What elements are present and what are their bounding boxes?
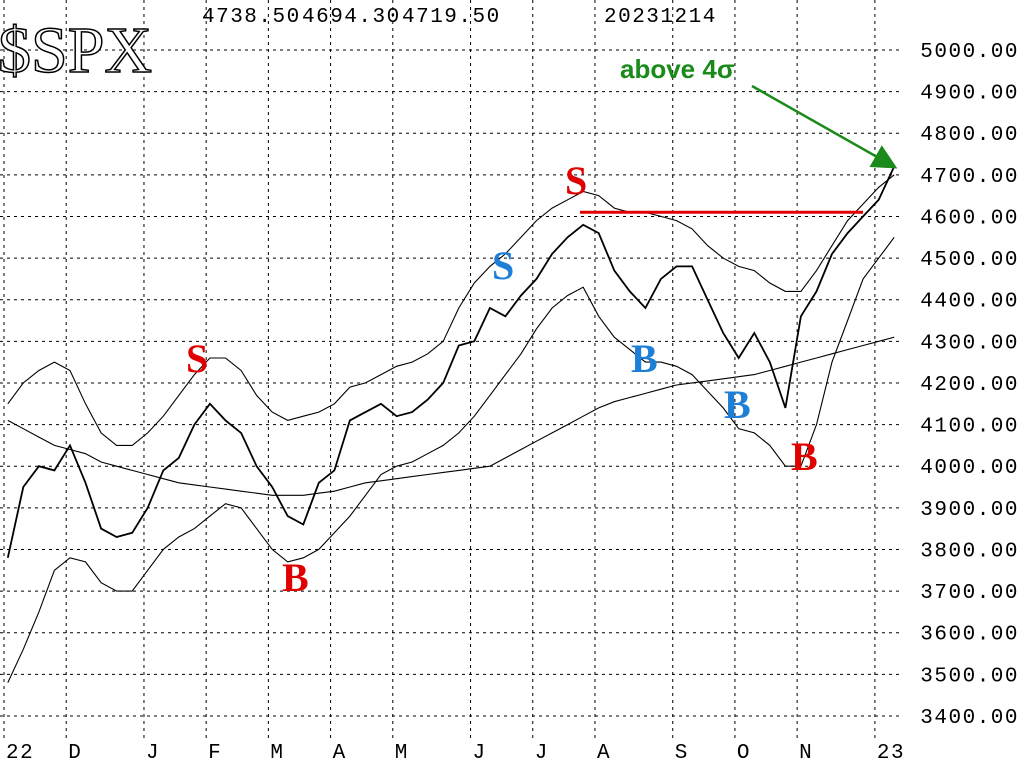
y-tick-label: 3500.00 [920,665,1019,688]
x-tick-label: 23 [877,742,905,764]
grid [0,0,902,738]
y-tick-label: 3900.00 [920,499,1019,522]
chart-title: $SPX [0,14,152,87]
y-tick-label: 4400.00 [920,291,1019,314]
x-tick-label: M [395,742,409,764]
header-value: 4738.50 [202,6,301,29]
arrow [751,84,898,169]
x-tick-label: S [675,742,689,764]
x-tick-label: A [333,742,347,764]
y-tick-label: 4800.00 [920,124,1019,147]
x-tick-label: J [146,742,160,764]
x-tick-label: J [473,742,487,764]
header-value: 4719.50 [402,6,501,29]
y-tick-label: 4700.00 [920,166,1019,189]
annotation: above 4σ [620,54,735,84]
series-line [7,336,895,496]
y-tick-label: 4500.00 [920,249,1019,272]
header-value: 20231214 [604,6,717,29]
series-line [7,236,895,683]
annotation: B [631,336,658,381]
plot [6,166,896,683]
annotation: S [492,243,514,288]
x-tick-label: 22 [6,742,34,764]
series-line [7,174,895,446]
x-tick-label: N [799,742,813,764]
annotation: S [186,336,208,381]
x-tick-label: O [737,742,751,764]
annotation: B [724,382,751,427]
header-value: 4694.30 [302,6,401,29]
y-tick-label: 3800.00 [920,540,1019,563]
annotation: B [791,434,818,479]
x-tick-label: M [270,742,284,764]
y-tick-label: 3400.00 [920,707,1019,730]
y-tick-label: 3600.00 [920,624,1019,647]
annotation: B [282,555,309,600]
y-tick-label: 5000.00 [920,41,1019,64]
y-tick-label: 4900.00 [920,83,1019,106]
x-tick-label: A [597,742,611,764]
y-tick-label: 4300.00 [920,332,1019,355]
y-tick-label: 3700.00 [920,582,1019,605]
y-tick-label: 4600.00 [920,207,1019,230]
x-tick-label: F [208,742,222,764]
y-tick-label: 4200.00 [920,374,1019,397]
x-tick-label: D [68,742,82,764]
x-tick-label: J [535,742,549,764]
y-tick-label: 4100.00 [920,416,1019,439]
series-line [6,166,896,558]
y-tick-label: 4000.00 [920,457,1019,480]
annotation: S [565,158,587,203]
